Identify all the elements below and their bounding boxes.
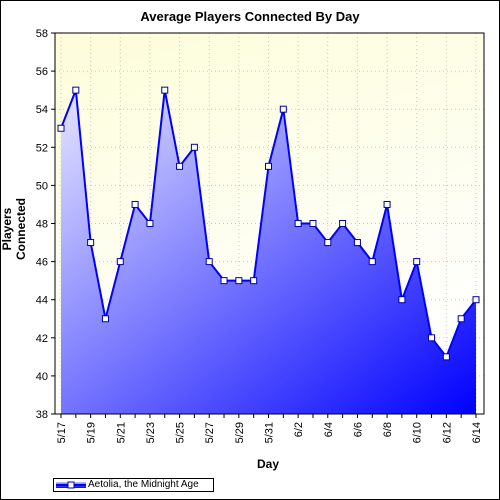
y-tick-label: 42 bbox=[36, 333, 48, 345]
y-tick-label: 52 bbox=[36, 142, 48, 154]
y-tick-label: 44 bbox=[36, 295, 48, 307]
data-point bbox=[205, 258, 213, 266]
data-point bbox=[190, 143, 198, 151]
y-tick-label: 38 bbox=[36, 409, 48, 421]
data-point bbox=[116, 258, 124, 266]
x-tick-label: 6/2 bbox=[293, 422, 305, 437]
data-point bbox=[220, 277, 228, 285]
data-point bbox=[353, 239, 361, 247]
legend-swatch bbox=[56, 481, 86, 489]
y-axis-label: Players Connected bbox=[0, 198, 28, 261]
data-point bbox=[265, 162, 272, 170]
data-point bbox=[324, 239, 332, 247]
data-point bbox=[413, 258, 421, 266]
data-point bbox=[457, 315, 465, 323]
data-point bbox=[72, 86, 80, 94]
x-axis-label: Day bbox=[256, 457, 279, 471]
legend: Aetolia, the Midnight Age bbox=[53, 478, 214, 492]
data-point bbox=[161, 86, 169, 94]
x-tick-label: 6/10 bbox=[412, 422, 424, 443]
data-point bbox=[398, 296, 406, 304]
x-tick-label: 6/14 bbox=[471, 422, 483, 443]
chart-title: Average Players Connected By Day bbox=[140, 9, 360, 24]
y-tick-label: 58 bbox=[36, 28, 48, 40]
x-tick-label: 5/17 bbox=[56, 422, 68, 443]
data-point bbox=[101, 315, 109, 323]
y-tick-label: 40 bbox=[36, 371, 48, 383]
data-point bbox=[383, 200, 391, 208]
data-point bbox=[146, 220, 154, 227]
y-tick-label: 48 bbox=[36, 219, 48, 231]
y-tick-label: 54 bbox=[36, 104, 48, 116]
data-point bbox=[368, 258, 376, 266]
data-point bbox=[279, 105, 287, 113]
data-point bbox=[309, 220, 317, 227]
x-tick-label: 6/12 bbox=[441, 422, 453, 443]
plot-border bbox=[54, 32, 485, 415]
data-point bbox=[235, 277, 243, 285]
data-point bbox=[131, 200, 139, 208]
x-tick-label: 5/27 bbox=[204, 422, 216, 443]
data-point bbox=[442, 353, 450, 361]
x-tick-label: 5/25 bbox=[175, 422, 187, 443]
legend-label: Aetolia, the Midnight Age bbox=[88, 479, 199, 490]
y-tick-label: 56 bbox=[36, 66, 48, 78]
x-tick-label: 5/21 bbox=[115, 422, 127, 443]
x-tick-label: 6/8 bbox=[382, 422, 394, 437]
x-tick-label: 5/31 bbox=[264, 422, 276, 443]
data-point bbox=[176, 162, 184, 170]
series-area bbox=[61, 90, 476, 415]
data-point bbox=[339, 220, 347, 227]
data-point bbox=[428, 334, 436, 342]
x-tick-label: 6/6 bbox=[352, 422, 364, 437]
y-tick-label: 46 bbox=[36, 257, 48, 269]
x-tick-label: 5/23 bbox=[145, 422, 157, 443]
data-point bbox=[294, 220, 302, 227]
x-tick-label: 5/19 bbox=[86, 422, 98, 443]
data-point bbox=[250, 277, 258, 285]
data-point bbox=[87, 239, 95, 247]
y-tick-label: 50 bbox=[36, 180, 48, 192]
data-point bbox=[472, 296, 480, 304]
x-tick-label: 5/29 bbox=[234, 422, 246, 443]
x-tick-label: 6/4 bbox=[323, 422, 335, 437]
data-point bbox=[57, 124, 65, 132]
